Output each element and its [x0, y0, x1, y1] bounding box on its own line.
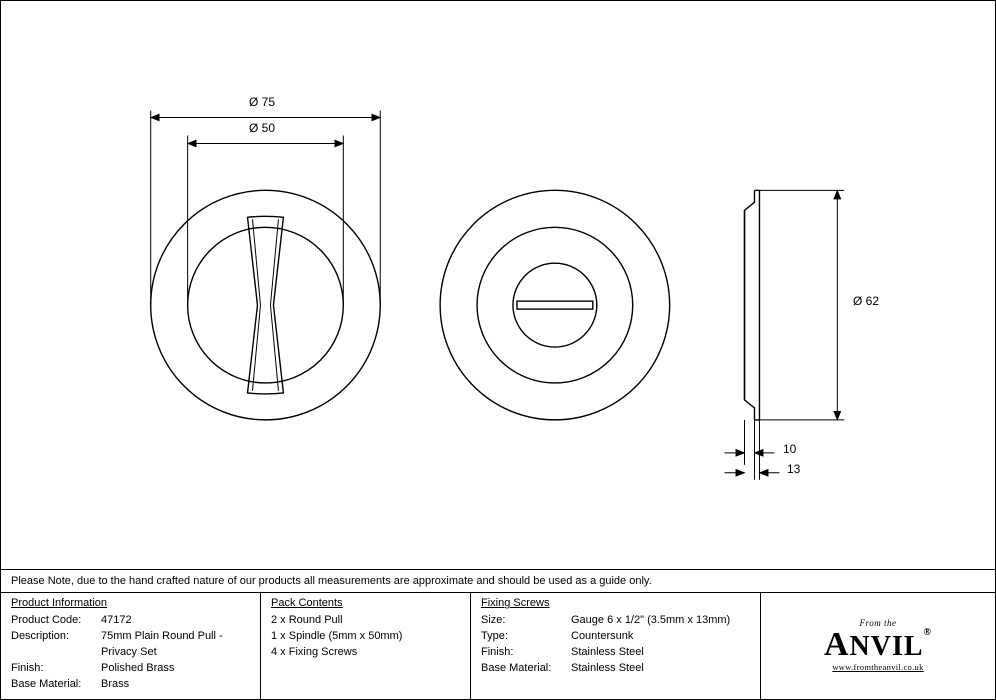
pi-finish-value: Polished Brass [101, 661, 250, 677]
col-pack-contents: Pack Contents 2 x Round Pull 1 x Spindle… [261, 593, 471, 699]
pi-code-label: Product Code: [11, 613, 101, 629]
pi-code-value: 47172 [101, 613, 250, 629]
side-view [745, 190, 760, 420]
fs-type-value: Countersunk [571, 629, 750, 645]
pc-line3: 4 x Fixing Screws [271, 645, 460, 661]
dim-d50: Ø 50 [249, 121, 275, 135]
col-logo: From the ANVIL® www.fromtheanvil.co.uk [761, 593, 995, 699]
dim-d62: Ø 62 [853, 294, 879, 308]
page-frame: Ø 75 Ø 50 Ø 62 10 13 Please Note, due to… [0, 0, 996, 700]
dim-side-height [759, 190, 844, 420]
fs-finish-label: Finish: [481, 645, 571, 661]
logo-brand-initial: A [824, 626, 850, 663]
dim-side-depth [725, 420, 780, 480]
pi-finish-label: Finish: [11, 661, 101, 677]
header-pack-contents: Pack Contents [271, 597, 460, 609]
dim-w13: 13 [787, 462, 800, 476]
logo-brand: ANVIL® [824, 628, 932, 662]
info-row: Product Information Product Code:47172 D… [1, 593, 995, 699]
pi-desc-label: Description: [11, 629, 101, 661]
drawing-area: Ø 75 Ø 50 Ø 62 10 13 [1, 1, 995, 569]
logo-brand-rest: NVIL [850, 631, 924, 662]
pc-line2: 1 x Spindle (5mm x 50mm) [271, 629, 460, 645]
info-block: Please Note, due to the hand crafted nat… [1, 569, 995, 699]
front-view-turn [151, 190, 381, 420]
header-fixing-screws: Fixing Screws [481, 597, 750, 609]
dim-top [151, 111, 381, 306]
fs-size-label: Size: [481, 613, 571, 629]
note-text: Please Note, due to the hand crafted nat… [1, 570, 995, 593]
dim-w10: 10 [783, 442, 796, 456]
front-view-release [440, 190, 670, 420]
dim-d75: Ø 75 [249, 95, 275, 109]
header-product-info: Product Information [11, 597, 250, 609]
technical-drawing [1, 1, 995, 569]
col-product-info: Product Information Product Code:47172 D… [1, 593, 261, 699]
logo-reg: ® [924, 627, 932, 638]
pi-base-value: Brass [101, 677, 250, 693]
fs-base-label: Base Material: [481, 661, 571, 677]
fs-size-value: Gauge 6 x 1/2" (3.5mm x 13mm) [571, 613, 750, 629]
pi-base-label: Base Material: [11, 677, 101, 693]
logo-url: www.fromtheanvil.co.uk [824, 662, 932, 672]
pc-line1: 2 x Round Pull [271, 613, 460, 629]
fs-type-label: Type: [481, 629, 571, 645]
col-fixing-screws: Fixing Screws Size:Gauge 6 x 1/2" (3.5mm… [471, 593, 761, 699]
fs-finish-value: Stainless Steel [571, 645, 750, 661]
brand-logo: From the ANVIL® www.fromtheanvil.co.uk [824, 618, 932, 672]
fs-base-value: Stainless Steel [571, 661, 750, 677]
pi-desc-value: 75mm Plain Round Pull - Privacy Set [101, 629, 250, 661]
